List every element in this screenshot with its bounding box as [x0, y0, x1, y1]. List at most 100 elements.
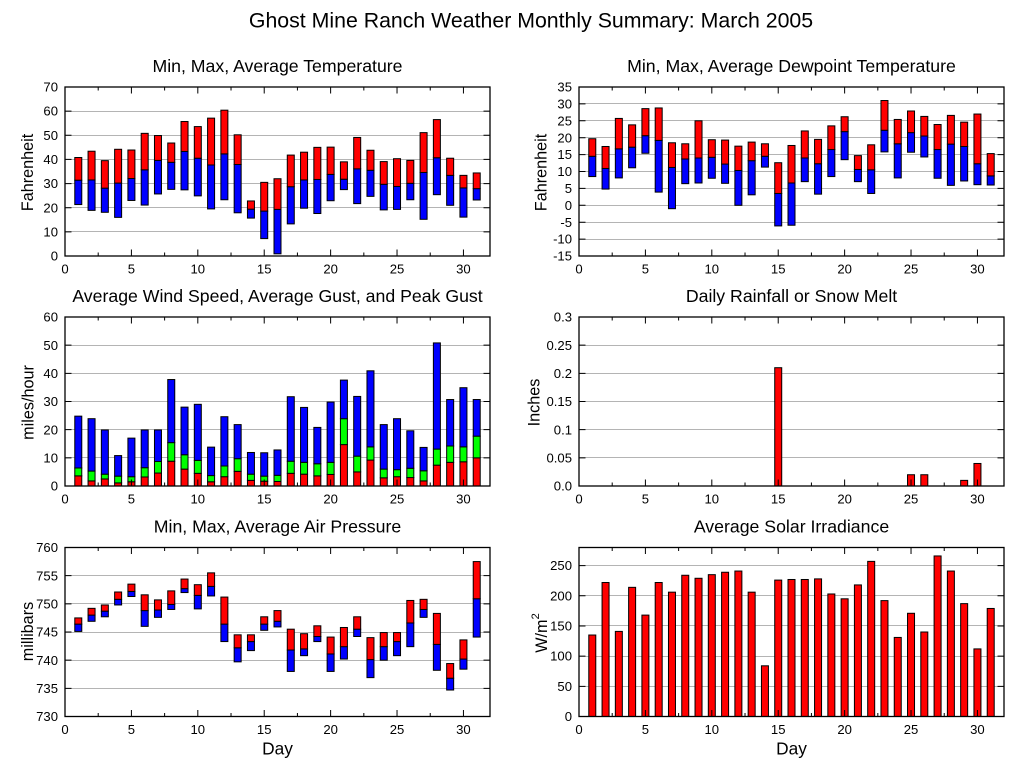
svg-text:0: 0 — [565, 198, 572, 213]
svg-text:15: 15 — [771, 492, 786, 507]
svg-text:Ghost Mine Ranch Weather Month: Ghost Mine Ranch Weather Monthly Summary… — [249, 9, 813, 33]
svg-text:30: 30 — [456, 262, 471, 277]
svg-text:30: 30 — [43, 394, 58, 409]
svg-text:15: 15 — [557, 147, 572, 162]
svg-text:Min, Max, Average Temperature: Min, Max, Average Temperature — [152, 56, 402, 76]
svg-text:0.1: 0.1 — [554, 422, 572, 437]
svg-text:Min, Max, Average Dewpoint Tem: Min, Max, Average Dewpoint Temperature — [627, 56, 956, 76]
svg-text:0.0: 0.0 — [554, 479, 572, 494]
svg-text:0: 0 — [51, 249, 58, 264]
svg-text:-15: -15 — [553, 249, 572, 264]
svg-text:millibars: millibars — [19, 602, 37, 661]
svg-text:35: 35 — [557, 80, 572, 95]
svg-text:200: 200 — [550, 588, 572, 603]
svg-text:10: 10 — [43, 450, 58, 465]
svg-text:30: 30 — [970, 492, 985, 507]
svg-text:20: 20 — [323, 492, 338, 507]
svg-text:20: 20 — [43, 422, 58, 437]
svg-text:20: 20 — [837, 262, 852, 277]
svg-text:0: 0 — [575, 492, 582, 507]
svg-text:25: 25 — [390, 492, 405, 507]
svg-text:0: 0 — [575, 262, 582, 277]
svg-text:10: 10 — [191, 492, 206, 507]
svg-text:Day: Day — [776, 739, 807, 759]
svg-text:10: 10 — [43, 224, 58, 239]
svg-text:70: 70 — [43, 80, 58, 95]
svg-text:Min, Max, Average Air Pressure: Min, Max, Average Air Pressure — [154, 517, 402, 537]
svg-text:5: 5 — [565, 181, 572, 196]
svg-text:15: 15 — [257, 262, 272, 277]
svg-text:10: 10 — [557, 164, 572, 179]
svg-text:30: 30 — [456, 722, 471, 737]
svg-text:5: 5 — [642, 262, 649, 277]
svg-text:10: 10 — [191, 262, 206, 277]
svg-text:40: 40 — [43, 152, 58, 167]
svg-text:60: 60 — [43, 310, 58, 325]
svg-text:10: 10 — [705, 492, 720, 507]
svg-text:50: 50 — [43, 338, 58, 353]
svg-text:250: 250 — [550, 558, 572, 573]
svg-text:Average Wind Speed, Average Gu: Average Wind Speed, Average Gust, and Pe… — [72, 286, 482, 306]
svg-text:30: 30 — [557, 97, 572, 112]
svg-text:Average Solar Irradiance: Average Solar Irradiance — [694, 517, 889, 537]
svg-text:Fahrenheit: Fahrenheit — [19, 133, 37, 211]
svg-text:30: 30 — [456, 492, 471, 507]
svg-text:755: 755 — [36, 568, 58, 583]
svg-text:20: 20 — [837, 492, 852, 507]
svg-text:30: 30 — [970, 722, 985, 737]
svg-text:5: 5 — [642, 492, 649, 507]
svg-text:-10: -10 — [553, 232, 572, 247]
svg-text:5: 5 — [128, 262, 135, 277]
svg-text:745: 745 — [36, 625, 58, 640]
svg-text:750: 750 — [36, 596, 58, 611]
svg-text:50: 50 — [557, 679, 572, 694]
svg-text:20: 20 — [323, 722, 338, 737]
svg-text:730: 730 — [36, 709, 58, 724]
svg-text:Fahrenheit: Fahrenheit — [533, 133, 551, 211]
svg-text:0.05: 0.05 — [547, 450, 572, 465]
svg-text:15: 15 — [257, 722, 272, 737]
svg-text:20: 20 — [837, 722, 852, 737]
svg-text:0: 0 — [575, 722, 582, 737]
svg-text:5: 5 — [128, 492, 135, 507]
svg-text:0.3: 0.3 — [554, 310, 572, 325]
svg-text:0.15: 0.15 — [547, 394, 572, 409]
svg-text:15: 15 — [771, 722, 786, 737]
svg-text:0: 0 — [61, 722, 68, 737]
svg-text:0: 0 — [51, 479, 58, 494]
svg-text:25: 25 — [904, 262, 919, 277]
svg-text:25: 25 — [390, 722, 405, 737]
svg-text:W/m2: W/m2 — [530, 613, 551, 653]
svg-text:150: 150 — [550, 619, 572, 634]
svg-text:50: 50 — [43, 128, 58, 143]
svg-text:10: 10 — [705, 262, 720, 277]
svg-text:Day: Day — [262, 739, 293, 759]
svg-text:20: 20 — [557, 130, 572, 145]
svg-text:25: 25 — [557, 113, 572, 128]
svg-text:0: 0 — [565, 709, 572, 724]
svg-text:10: 10 — [191, 722, 206, 737]
svg-text:15: 15 — [257, 492, 272, 507]
svg-text:Inches: Inches — [526, 379, 544, 427]
svg-text:5: 5 — [128, 722, 135, 737]
svg-text:25: 25 — [390, 262, 405, 277]
svg-text:10: 10 — [705, 722, 720, 737]
svg-text:0.25: 0.25 — [547, 338, 572, 353]
svg-text:25: 25 — [904, 722, 919, 737]
svg-text:25: 25 — [904, 492, 919, 507]
svg-text:30: 30 — [43, 176, 58, 191]
svg-text:760: 760 — [36, 540, 58, 555]
svg-text:0: 0 — [61, 492, 68, 507]
svg-text:15: 15 — [771, 262, 786, 277]
svg-text:5: 5 — [642, 722, 649, 737]
svg-text:20: 20 — [43, 200, 58, 215]
svg-text:0: 0 — [61, 262, 68, 277]
svg-text:60: 60 — [43, 104, 58, 119]
svg-text:40: 40 — [43, 366, 58, 381]
svg-text:miles/hour: miles/hour — [20, 365, 38, 440]
svg-text:735: 735 — [36, 681, 58, 696]
svg-text:30: 30 — [970, 262, 985, 277]
svg-text:100: 100 — [550, 649, 572, 664]
svg-text:-5: -5 — [560, 215, 572, 230]
svg-text:Daily Rainfall or Snow Melt: Daily Rainfall or Snow Melt — [686, 286, 897, 306]
